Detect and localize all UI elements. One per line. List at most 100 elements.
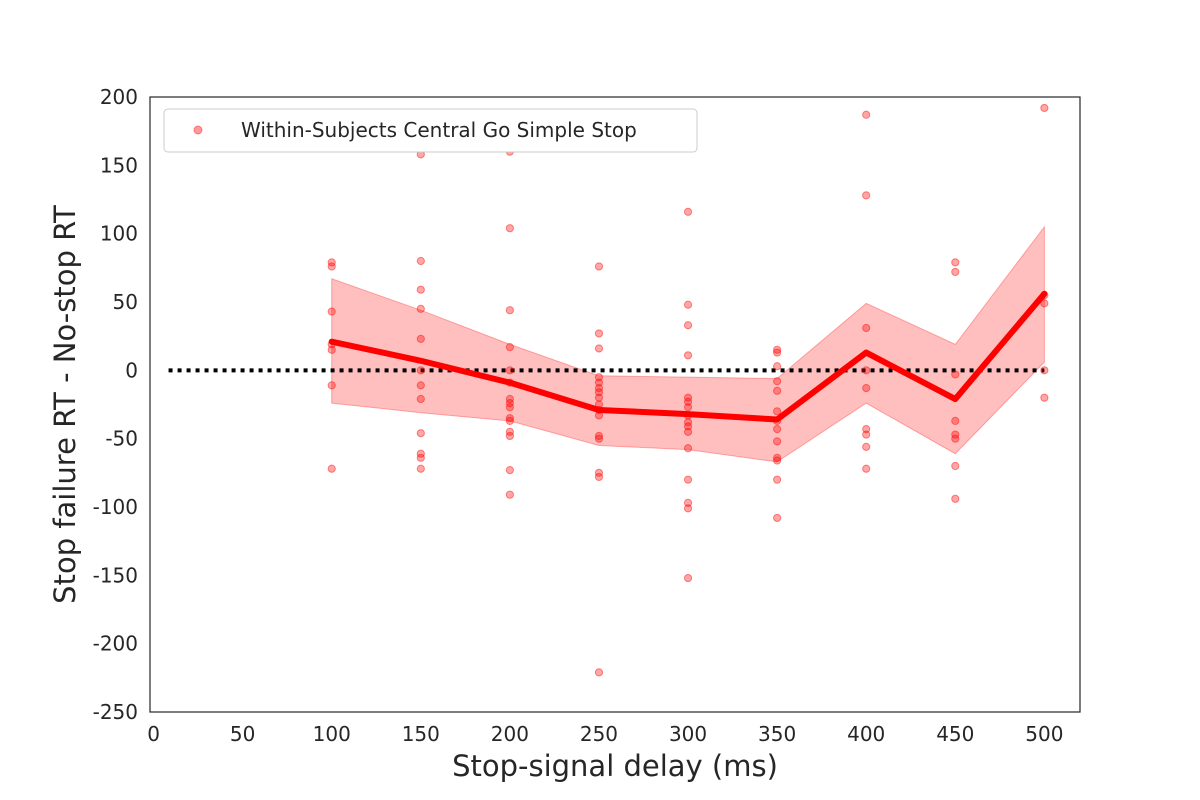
y-tick-label: -100 (93, 495, 138, 519)
data-point (683, 504, 693, 513)
x-tick-labels: 0 50 100 150 200 250 300 350 400 450 500 (147, 722, 1063, 746)
data-point (683, 573, 693, 583)
data-point (773, 362, 782, 371)
data-point (594, 378, 604, 387)
data-point (773, 513, 782, 523)
data-point (951, 494, 960, 503)
plot-frame (149, 96, 1081, 713)
data-point (1040, 103, 1049, 113)
x-tick-label: 0 (147, 722, 160, 746)
y-tick-label: 100 (100, 222, 138, 246)
data-point (505, 399, 514, 408)
legend-box (163, 108, 698, 153)
data-point (862, 366, 871, 375)
legend: Within-Subjects Central Go Simple Stop (163, 108, 698, 153)
data-point (773, 348, 782, 357)
x-tick-label: 150 (402, 722, 440, 746)
data-point (862, 110, 871, 119)
confidence-band (331, 225, 1045, 463)
data-point (594, 388, 604, 397)
data-point (416, 366, 425, 375)
x-tick-label: 100 (313, 722, 351, 746)
data-point (594, 434, 604, 443)
data-point (327, 258, 336, 267)
data-point (416, 256, 425, 266)
data-point (862, 323, 871, 333)
legend-label: Within-Subjects Central Go Simple Stop (241, 118, 637, 142)
data-point (862, 425, 871, 434)
data-point (862, 464, 871, 473)
data-point (683, 207, 693, 216)
data-point (416, 449, 425, 458)
data-point (951, 267, 960, 277)
y-axis-title: Stop failure RT - No-stop RT (48, 205, 82, 604)
data-point (862, 191, 871, 200)
data-point (416, 429, 425, 438)
data-point (416, 464, 425, 473)
data-point (505, 306, 514, 315)
data-point (683, 444, 693, 453)
x-tick-label: 50 (230, 722, 255, 746)
data-point (773, 437, 782, 446)
y-tick-label: -200 (93, 632, 138, 656)
data-point (505, 416, 514, 425)
x-tick-label: 250 (580, 722, 618, 746)
data-point (505, 414, 514, 423)
data-point (862, 384, 871, 393)
data-point (951, 416, 960, 425)
data-point (773, 425, 782, 434)
data-point (594, 668, 604, 677)
data-point (594, 393, 604, 402)
x-tick-label: 400 (847, 722, 885, 746)
data-point (505, 224, 514, 233)
data-point (416, 334, 425, 343)
x-tick-label: 200 (491, 722, 529, 746)
x-tick-label: 300 (669, 722, 707, 746)
data-point (683, 397, 693, 406)
data-point (505, 394, 514, 404)
data-point (416, 304, 425, 313)
data-point (327, 381, 336, 390)
data-point (862, 430, 871, 439)
data-point (683, 321, 693, 330)
x-tick-label: 500 (1025, 722, 1063, 746)
y-tick-label: -150 (93, 563, 138, 587)
data-point (683, 351, 693, 360)
x-axis-title: Stop-signal delay (ms) (452, 749, 778, 783)
data-point (416, 394, 425, 404)
data-point (951, 370, 960, 379)
confidence-band-layer (331, 225, 1045, 463)
data-point (505, 403, 514, 412)
data-point (951, 461, 960, 471)
data-point (773, 456, 782, 465)
data-point (1040, 393, 1049, 402)
data-point (327, 464, 336, 473)
data-point (594, 384, 604, 393)
data-point (683, 393, 693, 402)
data-point (773, 453, 782, 462)
data-point (683, 300, 693, 309)
data-point (594, 468, 604, 477)
data-point (683, 422, 693, 431)
data-point (951, 434, 960, 443)
data-point (773, 475, 782, 484)
mean-line (328, 290, 1048, 423)
y-tick-label: -250 (93, 700, 138, 724)
data-point (327, 262, 336, 271)
data-point (594, 472, 604, 482)
data-point (505, 490, 514, 499)
data-point (594, 262, 604, 271)
data-point (327, 307, 336, 316)
data-point (773, 345, 782, 354)
x-tick-label: 350 (758, 722, 796, 746)
data-point (683, 475, 693, 484)
scatter-points-layer (327, 103, 1049, 677)
y-tick-labels: 200 150 100 50 0 -50 -100 -150 -200 -250 (93, 85, 138, 724)
data-point (951, 430, 960, 439)
data-point (1040, 366, 1049, 375)
data-point (594, 373, 604, 382)
y-tick-label: 150 (100, 153, 138, 177)
data-point (416, 285, 425, 294)
data-point (594, 344, 604, 353)
